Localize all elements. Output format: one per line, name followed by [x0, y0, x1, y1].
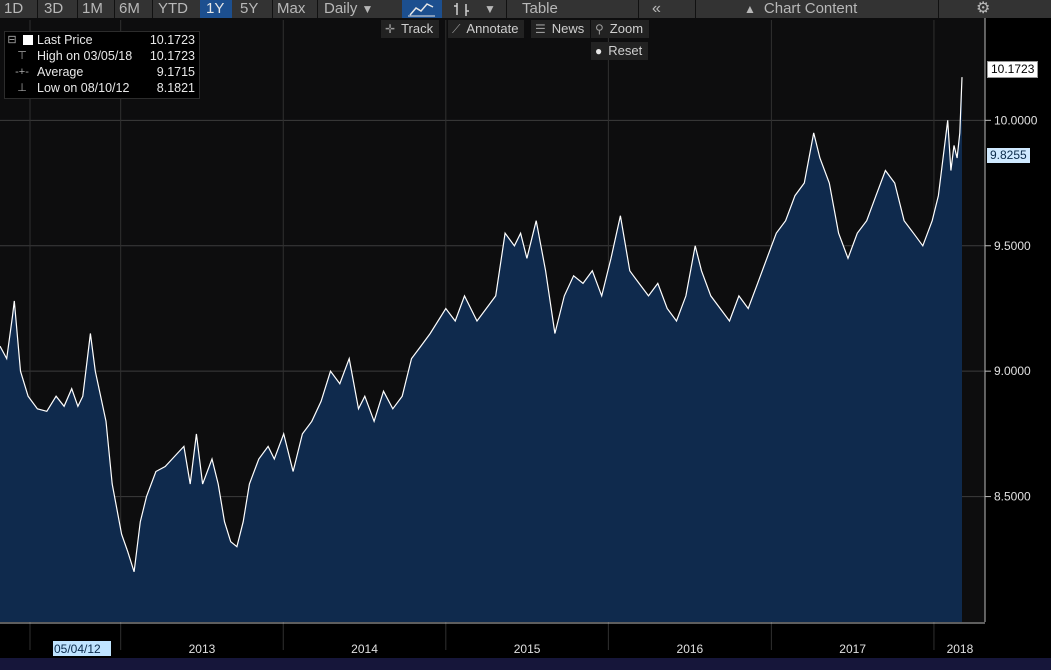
x-tick-label: 2013 — [189, 642, 216, 656]
range-1d-button[interactable]: 1D — [4, 0, 24, 17]
pencil-icon: ⟋ — [452, 22, 461, 36]
x-start-label-bg — [53, 641, 111, 656]
last-price-label: Last Price — [37, 33, 93, 47]
y-tick-label: 9.5000 — [994, 239, 1031, 253]
legend: ⊟ Last Price 10.1723 ⊤ High on 03/05/18 … — [4, 31, 200, 99]
frequency-dropdown[interactable]: Daily ▼ — [324, 0, 374, 17]
crosshair-icon: ✛ — [385, 22, 396, 36]
line-chart-button[interactable] — [402, 0, 442, 18]
range-max-button[interactable]: Max — [277, 0, 306, 17]
low-label: Low on 08/10/12 — [37, 81, 130, 95]
y-axis-strip — [985, 18, 1051, 622]
high-value: 10.1723 — [149, 49, 195, 63]
legend-row-high: ⊤ High on 03/05/18 10.1723 — [5, 48, 199, 64]
track-button[interactable]: ✛ Track — [381, 20, 440, 38]
x-axis-strip — [0, 622, 1051, 658]
secondary-price-tag: 9.8255 — [987, 148, 1030, 163]
toolbar-separator — [695, 0, 696, 18]
toolbar-separator — [77, 0, 78, 18]
zoom-button[interactable]: ⚲ Zoom — [591, 20, 650, 38]
gear-icon: ⚙ — [976, 0, 991, 17]
toolbar: 1D 3D 1M 6M YTD 1Y 5Y Max Daily ▼ ▼ Tabl… — [0, 0, 1051, 18]
y-tick-label: 10.0000 — [994, 113, 1038, 127]
price-line — [0, 77, 963, 572]
range-3d-button[interactable]: 3D — [44, 0, 64, 17]
legend-row-low: ⊥ Low on 08/10/12 8.1821 — [5, 80, 199, 96]
bar-chart-button[interactable] — [448, 0, 476, 18]
settings-button[interactable]: ⚙ — [976, 0, 994, 18]
x-tick-label: 05/04/12 — [54, 642, 101, 656]
range-5y-button[interactable]: 5Y — [240, 0, 259, 17]
bar-chart-icon — [454, 3, 469, 16]
chevron-down-icon: ▼ — [484, 2, 496, 16]
last-price-value: 10.1723 — [149, 33, 195, 47]
x-tick-label: 2015 — [514, 642, 541, 656]
bottom-bar — [0, 658, 1051, 670]
range-1m-button[interactable]: 1M — [82, 0, 103, 17]
legend-row-last-price[interactable]: ⊟ Last Price 10.1723 — [5, 32, 199, 48]
average-marker-icon: -+- — [15, 66, 29, 78]
last-price-tag: 10.1723 — [987, 61, 1039, 78]
toolbar-separator — [638, 0, 639, 18]
news-button[interactable]: ☰ News — [531, 20, 591, 38]
x-tick-label: 2014 — [351, 642, 378, 656]
toolbar-separator — [938, 0, 939, 18]
toolbar-separator — [317, 0, 318, 18]
average-value: 9.1715 — [156, 65, 195, 79]
legend-row-average: -+- Average 9.1715 — [5, 64, 199, 80]
line-chart-icon — [408, 3, 435, 17]
reset-icon: ● — [595, 44, 603, 58]
toolbar-separator — [114, 0, 115, 18]
chevron-down-icon: ▼ — [361, 2, 374, 16]
reset-button[interactable]: ● Reset — [591, 42, 649, 60]
toolbar-separator — [37, 0, 38, 18]
high-label: High on 03/05/18 — [37, 49, 133, 63]
average-label: Average — [37, 65, 84, 79]
white-square-icon — [23, 35, 33, 45]
chart-content-button[interactable]: ▲ Chart Content — [744, 0, 858, 17]
x-tick-label: 2017 — [839, 642, 866, 656]
range-1y-button[interactable]: 1Y — [200, 0, 232, 18]
low-value: 8.1821 — [156, 81, 195, 95]
y-axis: 8.5000 9.0000 9.5000 10.0000 — [984, 18, 1038, 622]
chart-content-icon: ▲ — [744, 2, 756, 16]
range-6m-button[interactable]: 6M — [119, 0, 140, 17]
collapse-icon: « — [652, 0, 661, 17]
x-tick-label: 2016 — [677, 642, 704, 656]
magnifier-icon: ⚲ — [595, 22, 604, 36]
table-button[interactable]: Table — [522, 0, 558, 17]
annotate-button[interactable]: ⟋ Annotate — [448, 20, 525, 38]
low-marker-icon: ⊥ — [17, 82, 27, 94]
chart-type-dropdown[interactable]: ▼ — [484, 0, 500, 18]
x-axis: 05/04/12 2013 2014 2015 2016 2017 2018 — [0, 622, 985, 656]
collapse-button[interactable]: « — [652, 0, 676, 18]
toolbar-separator — [152, 0, 153, 18]
price-area — [0, 77, 962, 623]
toolbar-separator — [272, 0, 273, 18]
y-tick-label: 8.5000 — [994, 490, 1031, 504]
news-icon: ☰ — [535, 22, 546, 36]
x-tick-label: 2018 — [947, 642, 974, 656]
expand-box-icon: ⊟ — [7, 34, 17, 46]
y-tick-label: 9.0000 — [994, 364, 1031, 378]
high-marker-icon: ⊤ — [17, 50, 27, 62]
range-ytd-button[interactable]: YTD — [158, 0, 188, 17]
toolbar-separator — [506, 0, 507, 18]
